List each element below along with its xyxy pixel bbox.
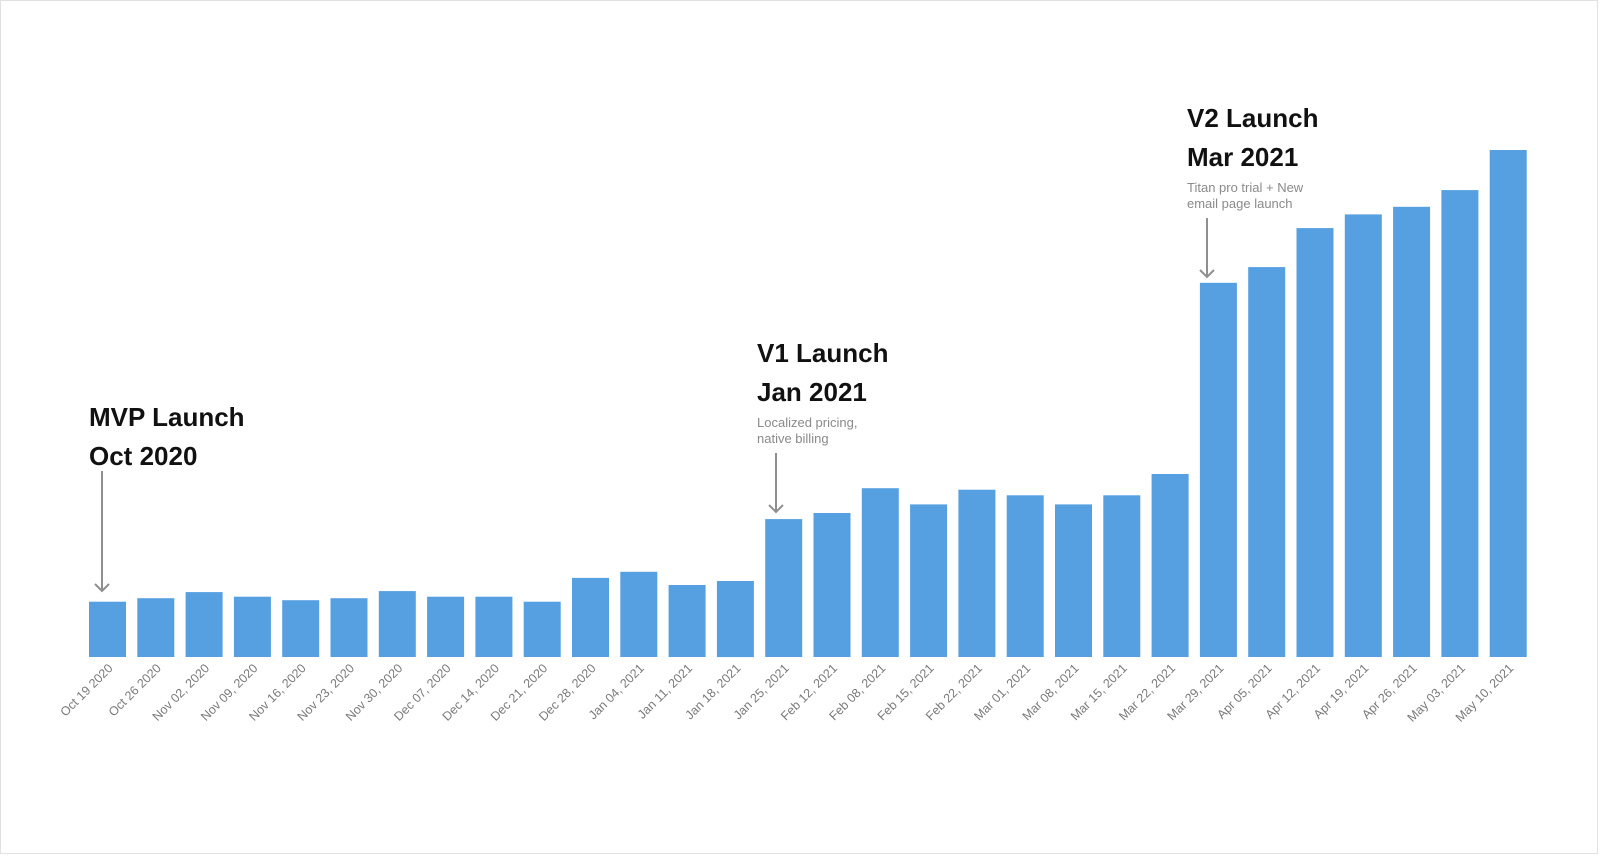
bar-10 bbox=[572, 577, 609, 657]
bar-6 bbox=[378, 591, 416, 657]
bar-25 bbox=[1296, 228, 1334, 657]
bar-1 bbox=[137, 598, 175, 657]
bar-26 bbox=[1344, 214, 1382, 657]
bar-19 bbox=[1006, 495, 1044, 657]
annotation-v1-title-line2: Jan 2021 bbox=[757, 377, 867, 407]
bar-7 bbox=[427, 596, 465, 657]
bar-0 bbox=[89, 601, 126, 657]
bar-28 bbox=[1441, 190, 1479, 657]
annotation-v1-arrow-head bbox=[768, 504, 784, 514]
annotation-v2-title-line2: Mar 2021 bbox=[1187, 142, 1298, 172]
bar-11 bbox=[620, 571, 658, 657]
annotation-v1-description-line1: Localized pricing, bbox=[757, 415, 857, 430]
bar-20 bbox=[1055, 504, 1092, 657]
bar-23 bbox=[1199, 282, 1237, 657]
bar-24 bbox=[1248, 267, 1286, 657]
bar-13 bbox=[716, 581, 754, 658]
bars-layer bbox=[89, 150, 1527, 658]
annotation-v1-title-line1: V1 Launch bbox=[757, 338, 888, 368]
bar-3 bbox=[233, 596, 271, 657]
bar-8 bbox=[475, 596, 513, 657]
annotation-v2-arrow-head bbox=[1199, 269, 1215, 279]
bar-17 bbox=[910, 504, 948, 657]
bar-27 bbox=[1393, 206, 1431, 658]
bar-16 bbox=[861, 488, 899, 657]
annotation-mvp-title-line2: Oct 2020 bbox=[89, 441, 197, 471]
bar-18 bbox=[958, 489, 996, 657]
annotation-v2-description-line1: Titan pro trial + New bbox=[1187, 180, 1304, 195]
bar-21 bbox=[1103, 495, 1141, 657]
bar-2 bbox=[185, 592, 223, 657]
bar-4 bbox=[282, 600, 320, 657]
annotation-v1-launch: V1 Launch Jan 2021 Localized pricing, na… bbox=[757, 338, 888, 514]
annotation-v2-description-line2: email page launch bbox=[1187, 196, 1293, 211]
bar-29 bbox=[1489, 150, 1527, 657]
annotation-v2-title-line1: V2 Launch bbox=[1187, 103, 1318, 133]
bar-22 bbox=[1151, 474, 1189, 657]
annotation-mvp-launch: MVP Launch Oct 2020 bbox=[89, 402, 245, 593]
bar-9 bbox=[523, 601, 561, 657]
annotation-mvp-title-line1: MVP Launch bbox=[89, 402, 245, 432]
annotation-mvp-arrow-head bbox=[94, 583, 110, 593]
bar-14 bbox=[765, 519, 803, 657]
annotation-v1-description-line2: native billing bbox=[757, 431, 829, 446]
annotation-v2-launch: V2 Launch Mar 2021 Titan pro trial + New… bbox=[1187, 103, 1318, 279]
bar-12 bbox=[668, 585, 706, 657]
bar-5 bbox=[330, 598, 368, 657]
bar-15 bbox=[813, 513, 851, 657]
